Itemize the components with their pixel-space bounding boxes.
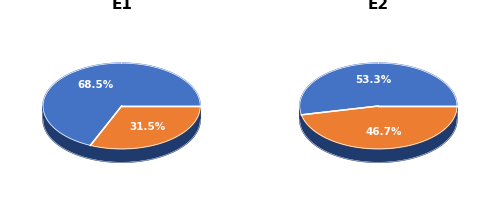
Polygon shape xyxy=(300,63,457,115)
Text: 68.5%: 68.5% xyxy=(78,80,114,89)
Polygon shape xyxy=(43,63,200,145)
Text: 53.3%: 53.3% xyxy=(356,75,392,85)
Title: E1: E1 xyxy=(111,0,132,12)
Polygon shape xyxy=(300,106,457,162)
Polygon shape xyxy=(302,106,457,149)
Title: E2: E2 xyxy=(368,0,389,12)
Text: 31.5%: 31.5% xyxy=(130,123,166,132)
Polygon shape xyxy=(90,106,200,149)
Polygon shape xyxy=(43,106,200,162)
Text: 46.7%: 46.7% xyxy=(365,127,402,137)
